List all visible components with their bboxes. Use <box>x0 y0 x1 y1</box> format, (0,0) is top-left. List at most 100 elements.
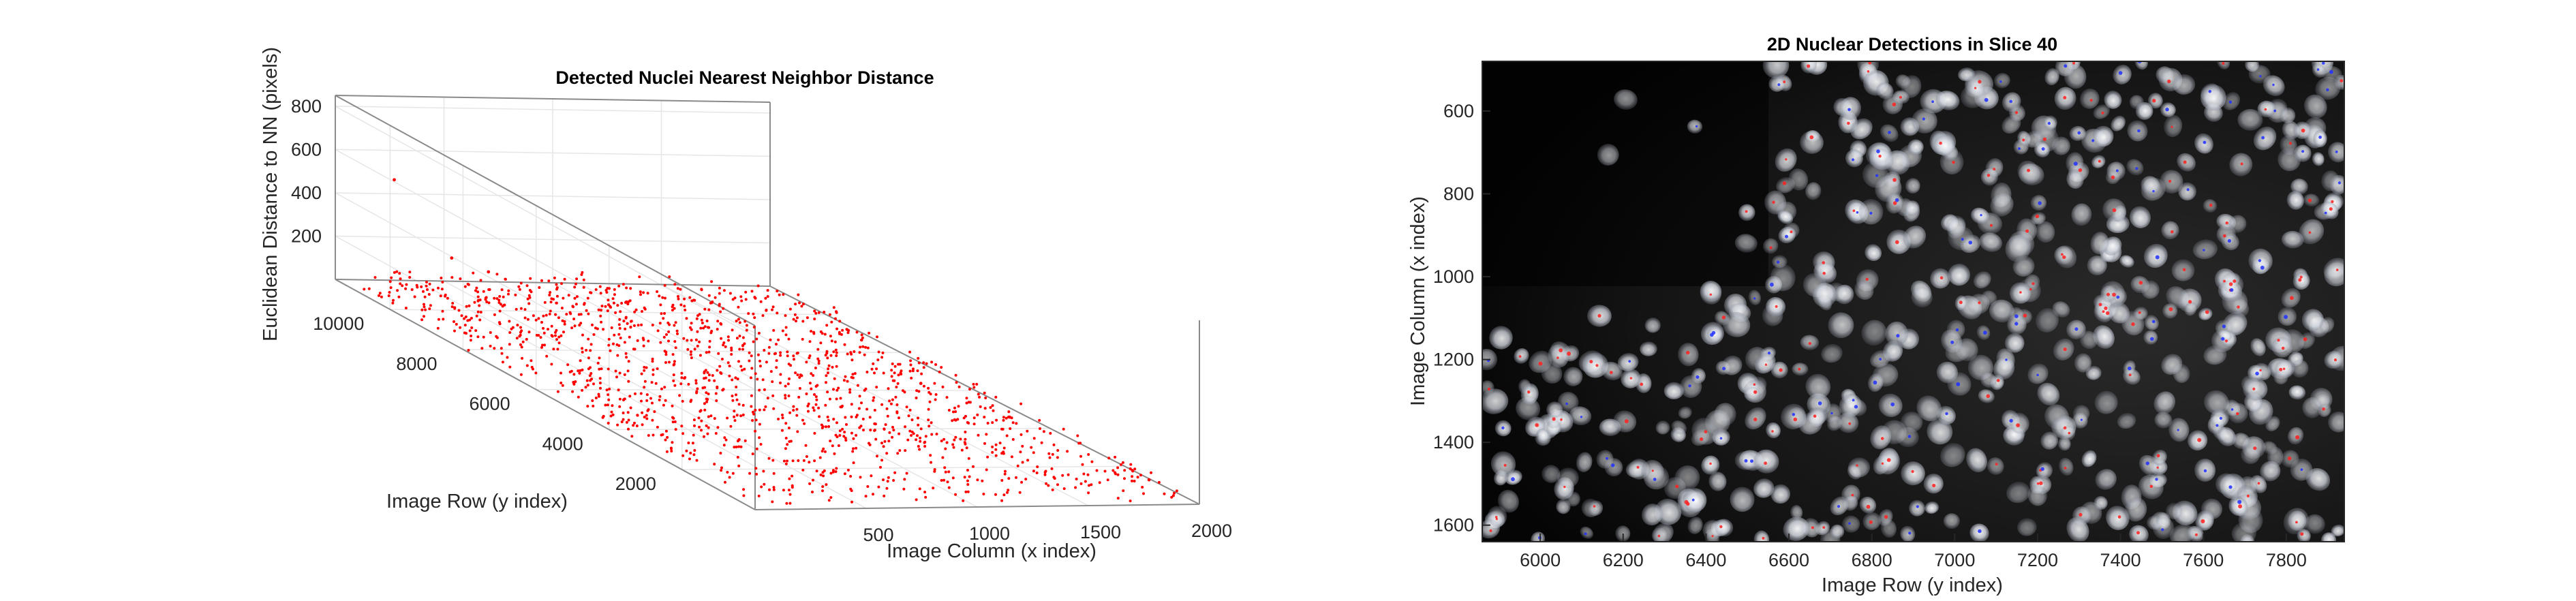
data-point <box>504 278 506 281</box>
data-point <box>733 410 735 412</box>
data-point <box>849 488 852 491</box>
detection-marker <box>2228 485 2232 489</box>
data-point <box>591 324 594 326</box>
data-point <box>906 439 909 442</box>
data-point <box>880 403 883 406</box>
data-point <box>576 295 579 298</box>
data-point <box>628 419 630 422</box>
data-point <box>616 424 619 427</box>
data-point <box>815 395 818 398</box>
data-point <box>611 326 613 329</box>
data-point <box>547 279 550 282</box>
data-point <box>495 335 497 338</box>
data-point <box>772 305 775 308</box>
detection-marker <box>2220 417 2222 420</box>
data-point <box>666 436 669 439</box>
z-tick-label: 800 <box>291 96 322 117</box>
data-point <box>1032 451 1035 454</box>
detection-marker <box>1969 241 1973 245</box>
data-point <box>915 498 918 501</box>
detection-marker <box>1565 403 1568 405</box>
data-point <box>806 316 809 319</box>
data-point <box>1173 492 1176 495</box>
data-point <box>827 367 829 370</box>
data-point <box>615 370 617 373</box>
detection-marker <box>2203 141 2207 144</box>
data-point <box>702 386 705 389</box>
data-point <box>587 367 590 370</box>
data-point <box>651 402 654 405</box>
data-point <box>911 418 914 421</box>
data-point <box>946 442 949 444</box>
detection-marker <box>1770 246 1773 249</box>
data-point <box>994 396 997 399</box>
data-point <box>932 487 934 489</box>
data-point <box>423 305 426 308</box>
data-point <box>675 346 677 349</box>
detection-marker <box>2272 84 2274 86</box>
data-point <box>600 292 602 294</box>
data-point <box>904 449 906 452</box>
detection-marker <box>2209 90 2211 93</box>
data-point <box>722 388 725 390</box>
data-point <box>954 493 957 496</box>
data-point <box>1045 482 1047 485</box>
data-point <box>549 291 551 294</box>
data-point <box>609 350 612 352</box>
data-point <box>824 333 827 336</box>
data-point <box>519 334 522 337</box>
data-point <box>788 395 791 397</box>
detection-marker <box>1753 384 1756 386</box>
data-point <box>526 365 529 367</box>
data-point <box>1015 422 1017 425</box>
data-point <box>769 339 772 341</box>
data-point <box>838 444 840 447</box>
data-point <box>762 470 765 473</box>
data-point <box>973 416 976 419</box>
data-point <box>641 310 643 313</box>
data-point <box>710 280 713 283</box>
data-point <box>885 423 887 426</box>
data-point <box>681 432 684 435</box>
data-point <box>489 288 491 291</box>
data-point <box>740 300 743 303</box>
data-point <box>862 429 865 431</box>
data-point <box>958 386 961 388</box>
data-point <box>1120 463 1122 466</box>
data-point <box>840 333 843 336</box>
data-point <box>832 418 835 420</box>
data-point <box>671 405 674 407</box>
data-point <box>666 322 669 324</box>
data-point <box>689 452 692 454</box>
data-point <box>651 373 654 376</box>
data-point <box>557 316 560 319</box>
detection-marker <box>2261 136 2265 140</box>
y-axis-label: Image Row (y index) <box>386 491 568 512</box>
data-point <box>838 320 841 322</box>
detection-marker <box>1961 238 1964 241</box>
detection-marker <box>1779 368 1782 371</box>
data-point <box>459 326 461 329</box>
data-point <box>706 320 709 322</box>
data-point <box>703 435 705 438</box>
data-point <box>614 311 617 314</box>
data-point <box>695 390 698 393</box>
data-point <box>750 367 753 370</box>
data-point <box>621 420 624 423</box>
detection-marker <box>1501 427 1504 429</box>
detection-marker <box>2335 151 2338 153</box>
data-point <box>1036 472 1039 474</box>
data-point <box>476 315 478 318</box>
data-point <box>1123 477 1126 480</box>
data-point <box>388 294 390 297</box>
detection-marker <box>1999 80 2002 82</box>
y-tick-label: 10000 <box>313 313 364 334</box>
detection-marker <box>2015 111 2018 114</box>
data-point <box>671 441 673 444</box>
detection-marker <box>2157 467 2159 469</box>
detection-marker <box>2064 467 2067 469</box>
data-point <box>805 360 808 363</box>
data-point <box>1039 427 1041 430</box>
data-point <box>767 295 769 298</box>
data-point <box>861 334 863 337</box>
